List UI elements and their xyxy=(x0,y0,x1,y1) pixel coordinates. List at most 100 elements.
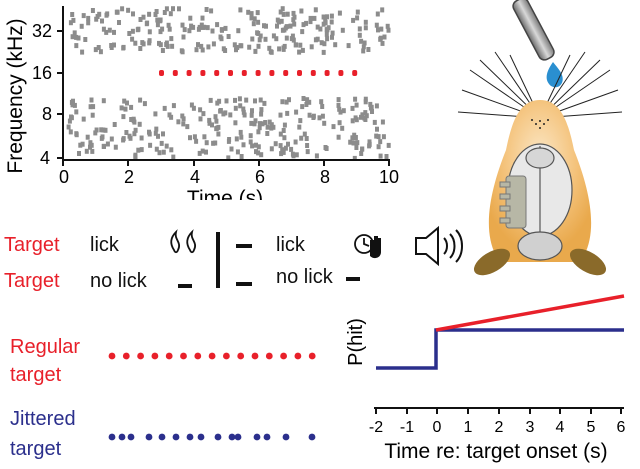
distractor-tone-mark xyxy=(238,103,243,109)
distractor-tone-mark xyxy=(191,105,196,111)
distractor-tone-mark xyxy=(171,154,176,160)
distractor-tone-mark xyxy=(269,146,274,152)
distractor-tone-mark xyxy=(285,11,290,17)
distractor-tone-mark xyxy=(351,17,356,23)
distractor-tone-mark xyxy=(378,139,383,145)
distractor-tone-mark xyxy=(247,44,252,50)
distractor-tone-mark xyxy=(147,129,151,135)
distractor-tone-mark xyxy=(164,40,169,46)
distractor-tone-mark xyxy=(257,125,262,131)
distractor-tone-mark xyxy=(336,97,341,103)
distractor-tone-mark xyxy=(90,112,95,118)
distractor-tone-mark xyxy=(273,141,278,147)
distractor-tone-mark xyxy=(269,122,274,128)
jittered-pulse-dot xyxy=(118,433,126,441)
distractor-tone-mark xyxy=(66,124,71,130)
distractor-tone-mark xyxy=(88,140,93,146)
regular-label-line1: Regular xyxy=(10,336,81,358)
distractor-tone-mark xyxy=(308,15,313,21)
mouse-illustration xyxy=(457,0,623,276)
distractor-tone-mark xyxy=(189,102,194,108)
distractor-tone-mark xyxy=(248,139,253,145)
distractor-tone-mark xyxy=(204,149,208,155)
regular-phit-curve xyxy=(435,294,625,332)
distractor-tone-mark xyxy=(294,42,299,48)
distractor-tone-mark xyxy=(265,124,270,130)
distractor-tone-mark xyxy=(204,140,209,146)
distractor-tone-mark xyxy=(248,133,253,139)
distractor-tone-mark xyxy=(74,109,79,115)
distractor-tone-mark xyxy=(154,146,159,152)
distractor-tone-mark xyxy=(164,143,169,149)
distractor-tone-mark xyxy=(188,15,193,21)
distractor-tone-mark xyxy=(235,149,240,155)
distractor-tone-mark xyxy=(213,114,218,120)
distractor-tone-mark xyxy=(112,29,116,35)
distractor-tone-mark xyxy=(315,36,320,42)
distractor-tone-mark xyxy=(324,31,329,37)
distractor-tone-mark xyxy=(361,48,366,54)
distractor-tone-mark xyxy=(325,36,330,42)
distractor-tone-mark xyxy=(249,15,254,21)
target-tone-mark xyxy=(172,70,178,76)
distractor-tone-mark xyxy=(124,130,129,135)
distractor-tone-mark xyxy=(379,26,384,32)
distractor-tone-mark xyxy=(187,28,192,34)
distractor-tone-mark xyxy=(180,113,185,119)
distractor-tone-mark xyxy=(297,124,302,130)
distractor-tone-mark xyxy=(269,125,274,131)
right-ear xyxy=(569,248,607,276)
distractor-tone-mark xyxy=(374,22,379,28)
distractor-tone-mark xyxy=(94,127,99,133)
distractor-tone-mark xyxy=(259,152,264,158)
distractor-tone-mark xyxy=(223,25,228,31)
distractor-tone-mark xyxy=(179,48,184,54)
distractor-tone-mark xyxy=(100,18,104,24)
distractor-tone-mark xyxy=(77,151,81,156)
distractor-tone-mark xyxy=(257,121,262,127)
distractor-tone-mark xyxy=(321,21,326,27)
distractor-tone-mark xyxy=(336,134,341,140)
target-tone-mark xyxy=(283,70,289,76)
distractor-tone-mark xyxy=(353,135,358,140)
distractor-tone-mark xyxy=(309,44,314,50)
distractor-tone-mark xyxy=(226,34,231,39)
distractor-tone-mark xyxy=(331,124,336,130)
raster-x-tick-10: 10 xyxy=(379,167,399,187)
distractor-tone-mark xyxy=(233,105,238,111)
distractor-tone-mark xyxy=(271,124,276,130)
distractor-tone-mark xyxy=(238,129,243,135)
distractor-tone-mark xyxy=(338,109,343,115)
distractor-tone-mark xyxy=(162,105,167,111)
jittered-pulse-dot xyxy=(186,433,194,441)
distractor-tone-mark xyxy=(380,119,385,125)
water-drop-icon xyxy=(546,62,563,88)
distractor-tone-mark xyxy=(101,143,106,149)
distractor-tone-mark xyxy=(325,27,330,33)
distractor-tone-mark xyxy=(83,37,88,42)
raster-y-tick-4: 4 xyxy=(40,148,50,168)
distractor-tone-mark xyxy=(281,128,286,133)
distractor-tone-mark xyxy=(213,140,218,146)
raster-y-label: Frequency (kHz) xyxy=(4,18,27,173)
distractor-tone-mark xyxy=(308,19,313,25)
raster-plot: 4 8 16 32 0 2 4 6 8 10 Time (s) Frequenc… xyxy=(4,6,399,200)
distractor-tone-mark xyxy=(386,27,391,33)
distractor-tone-mark xyxy=(292,14,297,20)
distractor-tone-mark xyxy=(76,35,81,41)
distractor-tone-mark xyxy=(359,38,364,44)
distractor-tone-mark xyxy=(90,148,95,154)
distractor-tone-mark xyxy=(117,20,121,25)
water-drops-icon xyxy=(170,229,196,254)
distractor-tone-mark xyxy=(321,49,326,55)
distractor-tone-mark xyxy=(301,96,306,101)
distractor-tone-mark xyxy=(171,6,175,12)
distractor-tone-mark xyxy=(249,120,254,126)
distractor-tone-mark xyxy=(101,26,106,32)
distractor-tone-mark xyxy=(120,6,125,12)
distractor-tone-mark xyxy=(181,34,186,40)
distractor-tone-mark xyxy=(337,120,342,126)
left-ear xyxy=(473,248,511,276)
distractor-tone-mark xyxy=(239,154,244,159)
distractor-tone-mark xyxy=(324,146,329,151)
